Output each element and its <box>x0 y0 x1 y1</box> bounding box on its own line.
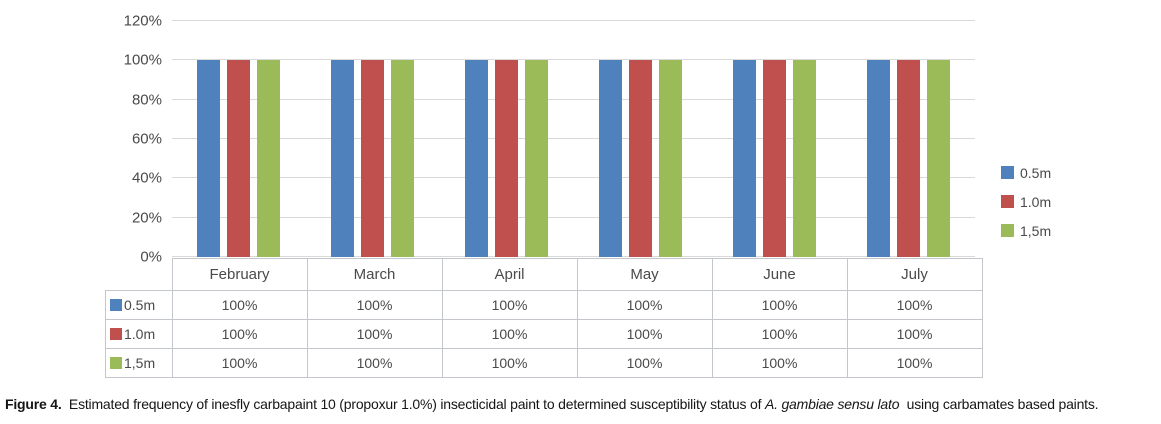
table-row-swatch <box>110 328 122 340</box>
table-value-cell: 100% <box>171 290 308 320</box>
table-value-cell: 100% <box>306 348 443 378</box>
bar-1.0m-february <box>227 60 251 257</box>
gridline <box>172 20 975 21</box>
bar-0.5m-may <box>598 60 622 257</box>
plot-area <box>172 20 975 257</box>
bar-1-5m-june <box>792 60 816 257</box>
table-row-swatch <box>110 299 122 311</box>
table-row-1.0m: 1.0m 100% 100% 100% 100% 100% 100% <box>105 319 983 349</box>
table-row-label-text: 1,5m <box>124 355 156 371</box>
category-slot-april <box>440 21 574 257</box>
chart-legend: 0.5m 1.0m 1,5m <box>1001 158 1051 245</box>
bar-0.5m-june <box>732 60 756 257</box>
table-value-cell: 100% <box>846 290 983 320</box>
bar-1-5m-april <box>525 60 549 257</box>
table-row-label: 0.5m <box>105 290 173 320</box>
y-axis-tick-label: 20% <box>131 209 162 227</box>
table-header-cell-march: March <box>306 258 443 291</box>
category-slot-february <box>172 21 306 257</box>
figure-caption-body-end: using carbamates based paints. <box>899 396 1099 412</box>
figure-caption: Figure 4. Estimated frequency of inesfly… <box>5 396 1099 412</box>
table-header-cell-february: February <box>171 258 308 291</box>
category-slot-march <box>306 21 440 257</box>
y-axis-tick-label: 120% <box>123 12 162 30</box>
table-header-cell-april: April <box>441 258 578 291</box>
table-row-label-text: 1.0m <box>124 326 156 342</box>
table-row-0.5m: 0.5m 100% 100% 100% 100% 100% 100% <box>105 290 983 320</box>
table-value-cell: 100% <box>846 319 983 349</box>
bar-0.5m-april <box>465 60 489 257</box>
table-row-label: 1,5m <box>105 348 173 378</box>
bar-1-5m-july <box>926 60 950 257</box>
gridline <box>172 138 975 139</box>
bar-1.0m-july <box>896 60 920 257</box>
table-row-swatch <box>110 357 122 369</box>
table-row-label-text: 0.5m <box>124 297 156 313</box>
legend-label: 1,5m <box>1020 222 1052 239</box>
bar-1-5m-february <box>257 60 281 257</box>
y-axis-tick-label: 0% <box>140 248 162 266</box>
legend-item-0.5m: 0.5m <box>1001 158 1051 187</box>
legend-swatch <box>1001 166 1014 179</box>
y-axis-tick-label: 100% <box>123 51 162 69</box>
table-row-1-5m: 1,5m 100% 100% 100% 100% 100% 100% <box>105 348 983 378</box>
table-value-cell: 100% <box>441 319 578 349</box>
category-slot-may <box>573 21 707 257</box>
table-value-cell: 100% <box>441 348 578 378</box>
table-value-cell: 100% <box>711 319 848 349</box>
y-axis-tick-label: 80% <box>131 91 162 109</box>
y-axis-tick-label: 40% <box>131 169 162 187</box>
table-header-row: February March April May June July <box>106 258 983 291</box>
table-corner-cell <box>106 259 173 291</box>
table-header-cell-july: July <box>846 258 983 291</box>
category-slot-june <box>707 21 841 257</box>
legend-label: 1.0m <box>1020 193 1052 210</box>
bar-1.0m-april <box>495 60 519 257</box>
table-header-cell-may: May <box>576 258 713 291</box>
table-value-cell: 100% <box>711 348 848 378</box>
table-header-cell-june: June <box>711 258 848 291</box>
figure-caption-species: A. gambiae sensu lato <box>764 396 900 412</box>
bar-1.0m-june <box>762 60 786 257</box>
bar-0.5m-march <box>331 60 355 257</box>
table-value-cell: 100% <box>576 290 713 320</box>
y-axis-tick-label: 60% <box>131 130 162 148</box>
table-value-cell: 100% <box>306 319 443 349</box>
bar-1-5m-march <box>391 60 415 257</box>
table-value-cell: 100% <box>171 348 308 378</box>
category-slot-july <box>841 21 975 257</box>
legend-label: 0.5m <box>1020 164 1052 181</box>
y-axis: 0% 20% 40% 60% 80% 100% 120% <box>90 14 164 265</box>
table-value-cell: 100% <box>576 319 713 349</box>
table-value-cell: 100% <box>711 290 848 320</box>
figure-caption-label: Figure 4. <box>5 396 62 412</box>
bar-1-5m-may <box>658 60 682 257</box>
gridline <box>172 256 975 257</box>
bar-slots <box>172 21 975 257</box>
table-value-cell: 100% <box>441 290 578 320</box>
legend-swatch <box>1001 224 1014 237</box>
gridline <box>172 59 975 61</box>
gridline <box>172 177 975 179</box>
table-value-cell: 100% <box>171 319 308 349</box>
figure-caption-body-start: Estimated frequency of inesfly carbapain… <box>61 396 765 412</box>
gridline <box>172 98 975 100</box>
table-value-cell: 100% <box>846 348 983 378</box>
table-value-cell: 100% <box>576 348 713 378</box>
bar-0.5m-february <box>197 60 221 257</box>
legend-item-1.0m: 1.0m <box>1001 187 1051 216</box>
legend-swatch <box>1001 195 1014 208</box>
bar-0.5m-july <box>866 60 890 257</box>
bar-1.0m-may <box>628 60 652 257</box>
legend-item-1-5m: 1,5m <box>1001 216 1051 245</box>
data-table: February March April May June July 0.5m 100% 100… <box>105 258 983 378</box>
table-value-cell: 100% <box>306 290 443 320</box>
bar-1.0m-march <box>361 60 385 257</box>
gridline <box>172 216 975 218</box>
table-row-label: 1.0m <box>105 319 173 349</box>
